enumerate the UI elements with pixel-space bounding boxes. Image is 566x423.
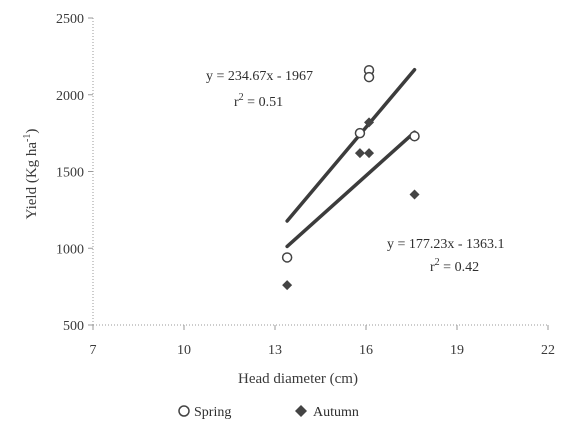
y-tick-label: 1500 [56,166,84,181]
legend-autumn-label: Autumn [313,405,359,420]
x-axis-label: Head diameter (cm) [238,371,358,387]
legend-spring-marker [178,405,190,417]
x-tick-label: 13 [268,343,282,358]
y-axis-label: Yield (Kg ha-1) [22,129,40,220]
spring-point [354,127,366,139]
trendlines [285,67,417,249]
y-axis-label-superscript: -1 [22,134,33,142]
spring-r2-superscript: 2 [239,92,244,103]
spring-equation: y = 234.67x - 1967 [206,69,313,84]
spring-r2-prefix: r [234,95,239,110]
autumn-r2-superscript: 2 [435,257,440,268]
y-tick-label: 2000 [56,89,84,104]
x-tick-label: 7 [90,343,97,358]
y-tick-label: 1000 [56,242,84,257]
spring-point [363,71,375,83]
data-points [281,64,420,291]
y-tick-label: 2500 [56,12,84,27]
autumn-point [354,148,365,159]
legend-spring-label: Spring [194,405,231,420]
spring-r2: r2 = 0.51 [234,92,283,110]
autumn-r2-value: = 0.42 [440,260,479,275]
autumn-trendline [285,130,417,249]
autumn-point [409,189,420,200]
legend-autumn-marker [295,405,307,417]
y-axis-label-main: Yield (Kg ha [24,142,40,220]
x-tick-label: 10 [177,343,191,358]
autumn-r2-prefix: r [430,260,435,275]
spring-r2-value: = 0.51 [244,95,283,110]
spring-trendline [285,67,417,223]
spring-point [281,252,293,263]
axes [88,17,549,330]
autumn-r2: r2 = 0.42 [430,257,479,275]
x-tick-label: 16 [359,343,373,358]
autumn-point [282,280,293,291]
spring-point [409,130,420,142]
autumn-point [364,148,375,159]
x-tick-label: 19 [450,343,464,358]
y-tick-label: 500 [63,319,84,334]
autumn-equation: y = 177.23x - 1363.1 [387,237,505,252]
legend: Spring Autumn [178,405,359,420]
y-axis-label-close: ) [24,129,40,134]
autumn-point [364,117,375,128]
x-tick-label: 22 [541,343,555,358]
